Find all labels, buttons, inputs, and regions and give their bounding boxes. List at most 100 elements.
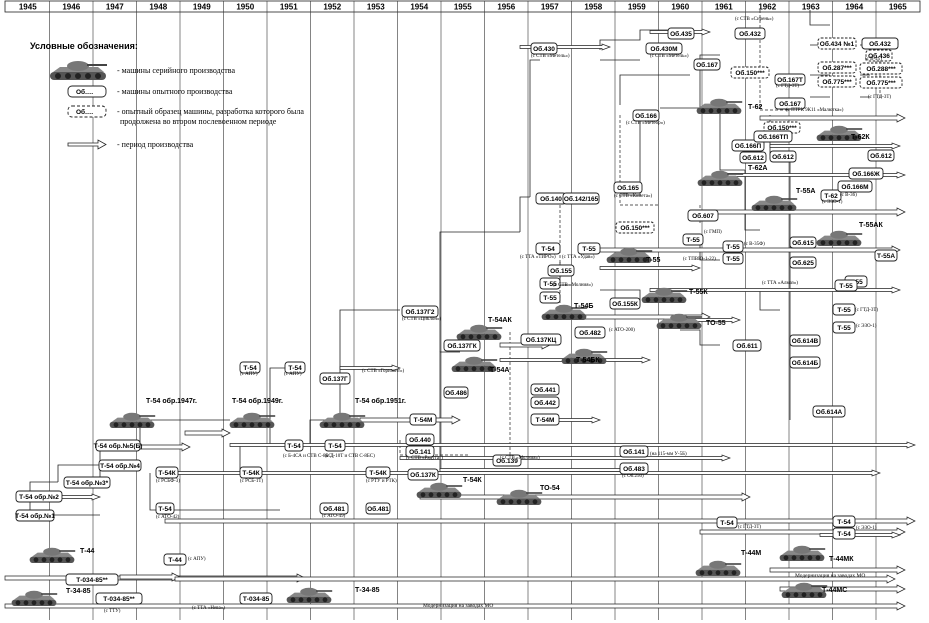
vehicle-box-label: Об.775*** bbox=[822, 78, 852, 86]
tank-icon bbox=[695, 560, 742, 576]
tank-silhouette: Т-62К bbox=[816, 125, 870, 141]
vehicle-box-label: Т-55 bbox=[686, 237, 700, 244]
vehicle-box: Об.167 bbox=[774, 97, 806, 110]
annotation: (с ЭЗО-1) bbox=[856, 324, 877, 329]
vehicle-box: Т-54 обр.№4 bbox=[98, 459, 142, 472]
legend-title: Условные обозначения: bbox=[30, 41, 138, 51]
vehicle-box-label: Т-55 bbox=[726, 256, 740, 263]
annotation: (с Д-10Т и СТВ С-8БС) bbox=[325, 454, 375, 459]
vehicle-box-label: Т-54 обр.№5(Б) bbox=[94, 442, 143, 450]
vehicle-box: Об.150*** bbox=[763, 121, 801, 134]
tank-silhouette: Т-44МК bbox=[779, 545, 854, 563]
vehicle-box: Об.432 bbox=[734, 27, 766, 40]
vehicle-box: Т-034-85** bbox=[65, 573, 119, 586]
annotation: (с РТУ и РТК) bbox=[366, 479, 397, 484]
vehicle-box: Т-55 bbox=[577, 242, 601, 255]
vehicle-box: Об.137ГК bbox=[443, 339, 481, 352]
tank-label: Т-44МС bbox=[822, 587, 847, 594]
annotation: (с АПУ) bbox=[284, 372, 302, 377]
annotation: (с ТТА «Алмаз») bbox=[762, 281, 798, 286]
vehicle-box: Т-54М bbox=[530, 413, 560, 426]
vehicle-box: Т-55 bbox=[832, 321, 856, 334]
legend-arrow-icon bbox=[67, 139, 107, 150]
annotation: (с ТТА «Удав») bbox=[562, 255, 595, 260]
vehicle-box-label: Об.442 bbox=[534, 399, 556, 407]
vehicle-box-label: Об.615 bbox=[792, 239, 814, 247]
vehicle-box: Об.615 bbox=[789, 236, 817, 249]
vehicle-box: Об.139 bbox=[492, 454, 522, 467]
vehicle-box-label: Т-034-85 bbox=[243, 596, 270, 603]
annotation: (с ГМП) bbox=[704, 230, 722, 235]
tank-label: ТО-55 bbox=[706, 320, 726, 327]
vehicle-box: Об.625 bbox=[789, 256, 817, 269]
tank-label: Т-44МК bbox=[829, 556, 854, 563]
vehicle-box-label: Об.486 bbox=[445, 389, 467, 397]
tank-icon bbox=[496, 489, 543, 505]
vehicle-box: Об.287*** bbox=[817, 61, 857, 74]
tank-silhouette: Т-44МС bbox=[781, 582, 847, 598]
vehicle-box-label: Об.166 bbox=[635, 112, 657, 120]
year-label-1947: 1947 bbox=[106, 3, 124, 12]
tank-label: ТО-54 bbox=[540, 485, 560, 492]
tank-label: Т-54К bbox=[463, 477, 482, 484]
vehicle-box: Об.486 bbox=[443, 386, 469, 399]
year-label-1956: 1956 bbox=[497, 3, 515, 12]
vehicle-box-label: Об.165 bbox=[617, 184, 639, 192]
year-label-1954: 1954 bbox=[410, 3, 428, 12]
year-label-1957: 1957 bbox=[541, 3, 559, 12]
year-label-1945: 1945 bbox=[19, 3, 37, 12]
legend: Условные обозначения: - машины серийного… bbox=[30, 41, 304, 150]
tank-label: Т-62 bbox=[748, 104, 763, 111]
vehicle-box-label: Об.166П bbox=[735, 142, 762, 150]
vehicle-boxes: Т-54 обр.№2 Т-54 обр.№1 Т-54 обр.№3* Т-54 о… bbox=[15, 27, 903, 605]
annotation: (с АТО-49) bbox=[322, 514, 346, 519]
vehicle-box: Т-54 bbox=[324, 439, 346, 452]
tank-label: Т-44М bbox=[741, 550, 761, 557]
annotation: (с ГТД-3Т) bbox=[855, 308, 878, 313]
legend-continued-box bbox=[67, 105, 107, 118]
vehicle-box: Об.166П bbox=[731, 139, 765, 152]
tank-silhouette: Т-62А bbox=[697, 165, 767, 186]
legend-arrow: - период производства bbox=[117, 140, 194, 149]
year-label-1948: 1948 bbox=[149, 3, 167, 12]
vehicle-box-label: Об.430 bbox=[533, 45, 555, 53]
vehicle-box-label: Т-54 bbox=[328, 443, 342, 450]
tank-silhouette: Т-54К bbox=[416, 477, 482, 498]
vehicle-box-label: Об.167 bbox=[696, 61, 718, 69]
vehicle-box-label: Об.432 bbox=[869, 40, 891, 48]
annotation: (с ЭЗО-1) bbox=[822, 200, 843, 205]
tank-label: Т-54 обр.1951г. bbox=[355, 397, 406, 405]
vehicle-box: Т-54 bbox=[832, 515, 856, 528]
vehicle-box: Т-54 bbox=[284, 439, 304, 452]
annotation: (с ГТД-3Т) bbox=[776, 84, 799, 89]
tank-silhouette: Т-62 bbox=[696, 98, 763, 114]
annotation: (с СТВ «Сирень») bbox=[735, 17, 774, 22]
year-label-1949: 1949 bbox=[193, 3, 211, 12]
tank-icon bbox=[456, 324, 503, 340]
vehicle-box-label: Об.139 bbox=[496, 457, 518, 465]
annotation: (с ГТД-3Т) bbox=[868, 95, 891, 100]
vehicle-box-label: Т-54 bbox=[288, 365, 302, 372]
year-label-1960: 1960 bbox=[671, 3, 689, 12]
vehicle-box-label: Об.436 bbox=[868, 52, 890, 60]
vehicle-box-label: Об.435 bbox=[670, 30, 692, 38]
vehicle-box: Об.436 bbox=[865, 49, 893, 62]
tank-label: Т-55К bbox=[689, 289, 708, 296]
legend-continued-box-label: Об.… bbox=[76, 108, 93, 116]
vehicle-box: Об.775*** bbox=[817, 75, 857, 88]
vehicle-box-label: Т-54 bbox=[243, 365, 257, 372]
tank-silhouette: Т-54А bbox=[451, 356, 509, 374]
vehicle-box: Об.155К bbox=[609, 297, 641, 310]
vehicle-box-label: Об.288*** bbox=[866, 65, 896, 73]
year-label-1953: 1953 bbox=[367, 3, 385, 12]
tank-icon bbox=[816, 230, 863, 246]
vehicle-box-label: Об.612 bbox=[742, 154, 764, 162]
vehicle-box: Об.167Т bbox=[774, 73, 806, 86]
vehicle-box: Т-54 обр.№5(Б) bbox=[94, 439, 143, 452]
annotation: (с СТВ «Метель») bbox=[650, 54, 689, 59]
legend-serial: - машины серийного производства bbox=[117, 66, 235, 75]
vehicle-box-label: Об.287*** bbox=[822, 64, 852, 72]
vehicle-box-label: Об.137К bbox=[410, 471, 436, 479]
year-label-1962: 1962 bbox=[758, 3, 776, 12]
vehicle-box-label: Об.612 bbox=[772, 153, 794, 161]
